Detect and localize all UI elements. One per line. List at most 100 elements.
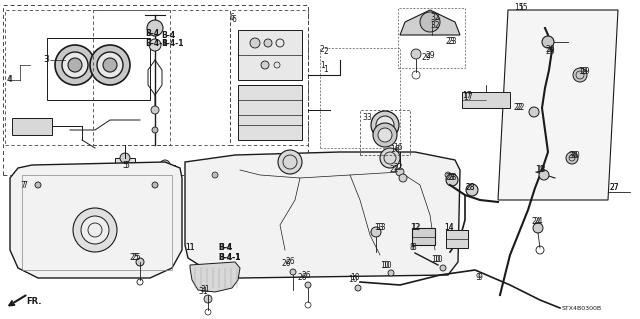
Circle shape: [355, 285, 361, 291]
Text: 3: 3: [362, 114, 367, 122]
Text: B-4-1: B-4-1: [145, 39, 168, 48]
Text: 17: 17: [463, 93, 472, 102]
Circle shape: [90, 45, 130, 85]
Text: B-4-1: B-4-1: [218, 254, 241, 263]
Text: 10: 10: [380, 261, 390, 270]
Circle shape: [151, 106, 159, 114]
Text: 10: 10: [382, 261, 392, 270]
Text: 2: 2: [320, 46, 324, 55]
Circle shape: [264, 39, 272, 47]
Text: B-4: B-4: [218, 243, 232, 253]
Circle shape: [371, 227, 381, 237]
Text: 12: 12: [411, 224, 420, 233]
Text: 24: 24: [534, 218, 543, 226]
Circle shape: [120, 153, 130, 163]
Text: 4: 4: [8, 76, 13, 85]
Circle shape: [261, 61, 269, 69]
Text: 20: 20: [545, 46, 555, 55]
Text: 28: 28: [465, 183, 474, 192]
Text: 14: 14: [444, 224, 454, 233]
Circle shape: [152, 127, 158, 133]
Circle shape: [440, 265, 446, 271]
Bar: [93, 10, 230, 145]
Circle shape: [103, 58, 117, 72]
Text: 5: 5: [122, 160, 127, 169]
Text: 4: 4: [7, 76, 12, 85]
Text: 28: 28: [448, 174, 458, 182]
Circle shape: [160, 160, 170, 170]
Text: 29: 29: [422, 53, 431, 62]
Circle shape: [380, 148, 400, 168]
Text: 10: 10: [350, 273, 360, 283]
Text: 24: 24: [532, 218, 541, 226]
Text: 26: 26: [302, 271, 312, 279]
Text: 2: 2: [323, 48, 328, 56]
Text: 32: 32: [430, 20, 440, 29]
Circle shape: [573, 68, 587, 82]
Bar: [320, 48, 400, 148]
Text: B-4: B-4: [145, 28, 159, 38]
Bar: [5, 10, 170, 145]
Circle shape: [62, 52, 88, 78]
Text: 27: 27: [610, 183, 620, 192]
Bar: [398, 8, 465, 68]
Text: 15: 15: [518, 4, 527, 12]
Text: 22: 22: [515, 103, 525, 113]
Text: 6: 6: [231, 16, 236, 25]
Text: 5: 5: [124, 160, 129, 169]
Text: 26: 26: [282, 258, 292, 268]
Text: 1: 1: [320, 61, 324, 70]
Circle shape: [378, 128, 392, 142]
Text: 8: 8: [410, 243, 415, 253]
Text: 3: 3: [43, 56, 48, 64]
Text: 29: 29: [426, 50, 436, 60]
Circle shape: [533, 223, 543, 233]
Bar: [446, 230, 468, 248]
Circle shape: [212, 172, 218, 178]
Circle shape: [152, 182, 158, 188]
Text: 28: 28: [445, 174, 454, 182]
Polygon shape: [400, 10, 460, 35]
Text: 14: 14: [444, 224, 454, 233]
Polygon shape: [185, 152, 460, 278]
Text: 3: 3: [366, 114, 371, 122]
Circle shape: [529, 107, 539, 117]
Text: STX4B0300B: STX4B0300B: [562, 306, 602, 310]
Circle shape: [539, 170, 549, 180]
Bar: [412, 228, 435, 245]
Circle shape: [290, 269, 296, 275]
Text: 11: 11: [185, 243, 195, 253]
Text: 22: 22: [390, 166, 399, 174]
Circle shape: [466, 184, 478, 196]
Circle shape: [73, 208, 117, 252]
Text: 23: 23: [446, 38, 456, 47]
Circle shape: [35, 182, 41, 188]
Text: 17: 17: [462, 91, 472, 100]
Polygon shape: [190, 262, 240, 292]
Bar: [360, 110, 410, 155]
Text: 7: 7: [20, 181, 25, 189]
Circle shape: [81, 216, 109, 244]
Text: 9: 9: [475, 273, 480, 283]
Bar: [238, 85, 302, 140]
Text: 1: 1: [323, 65, 328, 75]
Circle shape: [388, 270, 394, 276]
Text: 16: 16: [393, 143, 403, 152]
Text: 32: 32: [430, 13, 440, 23]
Circle shape: [420, 12, 440, 32]
Text: FR.: FR.: [26, 298, 42, 307]
Bar: [238, 30, 302, 80]
Circle shape: [278, 150, 302, 174]
Text: 18: 18: [535, 166, 545, 174]
Circle shape: [250, 38, 260, 48]
Text: 27: 27: [609, 183, 619, 192]
Circle shape: [373, 123, 397, 147]
Bar: [115, 158, 135, 195]
Circle shape: [542, 36, 554, 48]
Text: 31: 31: [198, 287, 207, 296]
Circle shape: [445, 172, 451, 178]
Bar: [3, 5, 308, 175]
Bar: [47, 38, 150, 100]
Text: 9: 9: [477, 273, 482, 283]
Bar: [22, 175, 172, 270]
